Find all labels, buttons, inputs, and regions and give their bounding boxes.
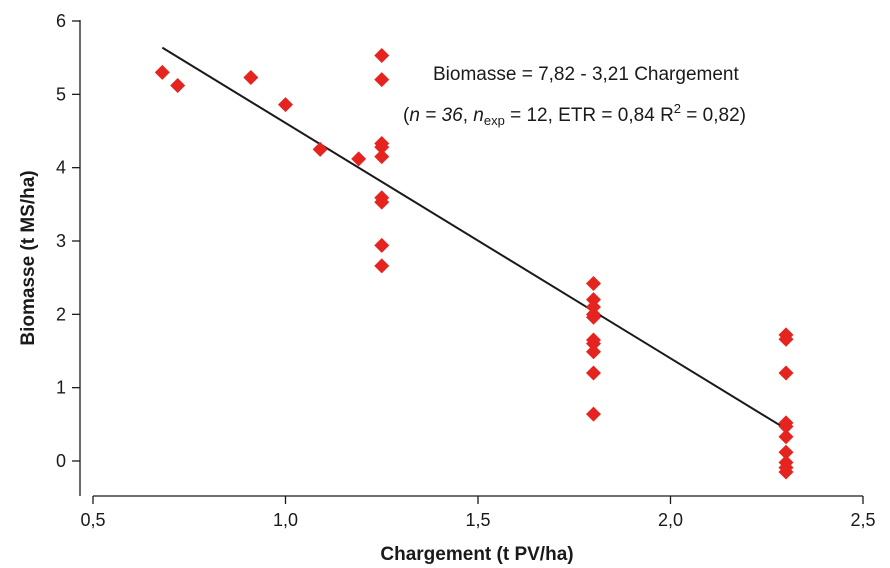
data-point-diamond [374, 237, 390, 253]
data-point-diamond [586, 406, 601, 422]
data-point-diamond [374, 149, 390, 165]
y-axis-title: Biomasse (t MS/ha) [18, 170, 39, 345]
data-point-diamond [778, 365, 794, 381]
x-axis-ticks: 0,5 1,0 1,5 2,0 2,5 [80, 496, 876, 530]
data-point-diamond [312, 141, 328, 157]
stats-nexp-subscript: exp [484, 113, 505, 128]
regression-equation: Biomasse = 7,82 - 3,21 Chargement [433, 64, 739, 85]
data-point-diamond [778, 429, 794, 445]
stats-nexp-label: n [473, 105, 484, 126]
regression-line [161, 46, 787, 430]
data-point-diamond [586, 344, 601, 360]
x-tick-label: 0,5 [80, 510, 105, 530]
stats-r2-value: = 0,82) [681, 105, 746, 126]
y-tick-label: 1 [56, 378, 66, 398]
stats-n-label: n [409, 105, 420, 126]
data-point-diamond [351, 151, 367, 167]
y-tick-label: 0 [56, 451, 66, 471]
y-tick-label: 4 [56, 158, 66, 178]
data-point-diamond [170, 78, 186, 94]
data-point-diamond [374, 139, 390, 155]
stats-open-paren: ( [403, 105, 410, 126]
plot-area: 0 1 2 3 4 5 6 0,5 1,0 1,5 2,0 2,5 [56, 11, 876, 530]
data-point-diamond [154, 64, 170, 80]
y-tick-label: 2 [56, 304, 66, 324]
data-point-diamond [778, 444, 794, 460]
data-points [154, 47, 794, 480]
y-tick-label: 3 [56, 231, 66, 251]
data-point-diamond [278, 97, 293, 113]
y-axis-ticks: 0 1 2 3 4 5 6 [56, 11, 80, 471]
x-tick-label: 1,0 [273, 510, 298, 530]
data-point-diamond [778, 419, 794, 435]
data-point-diamond [374, 47, 390, 63]
regression-stats: (n = 36, nexp = 12, ETR = 0,84 R2 = 0,82… [403, 101, 746, 128]
data-point-diamond [374, 72, 390, 88]
stats-r2-superscript: 2 [674, 101, 681, 116]
x-tick-label: 2,5 [850, 510, 875, 530]
y-tick-label: 5 [56, 84, 66, 104]
data-point-diamond [374, 194, 390, 210]
x-axis-title: Chargement (t PV/ha) [380, 544, 573, 565]
data-point-diamond [586, 336, 601, 352]
data-point-diamond [586, 276, 601, 292]
data-point-diamond [586, 309, 601, 325]
stats-n-value: = 36 [420, 105, 463, 126]
data-point-diamond [778, 331, 794, 347]
data-point-diamond [374, 258, 390, 274]
stats-nexp-etr-value: = 12, ETR = 0,84 R [505, 105, 674, 126]
y-tick-label: 6 [56, 11, 66, 31]
x-tick-label: 2,0 [658, 510, 683, 530]
stats-separator: , [463, 105, 474, 126]
data-point-diamond [243, 69, 259, 85]
data-point-diamond [778, 464, 794, 480]
data-point-diamond [586, 365, 601, 381]
x-tick-label: 1,5 [465, 510, 490, 530]
